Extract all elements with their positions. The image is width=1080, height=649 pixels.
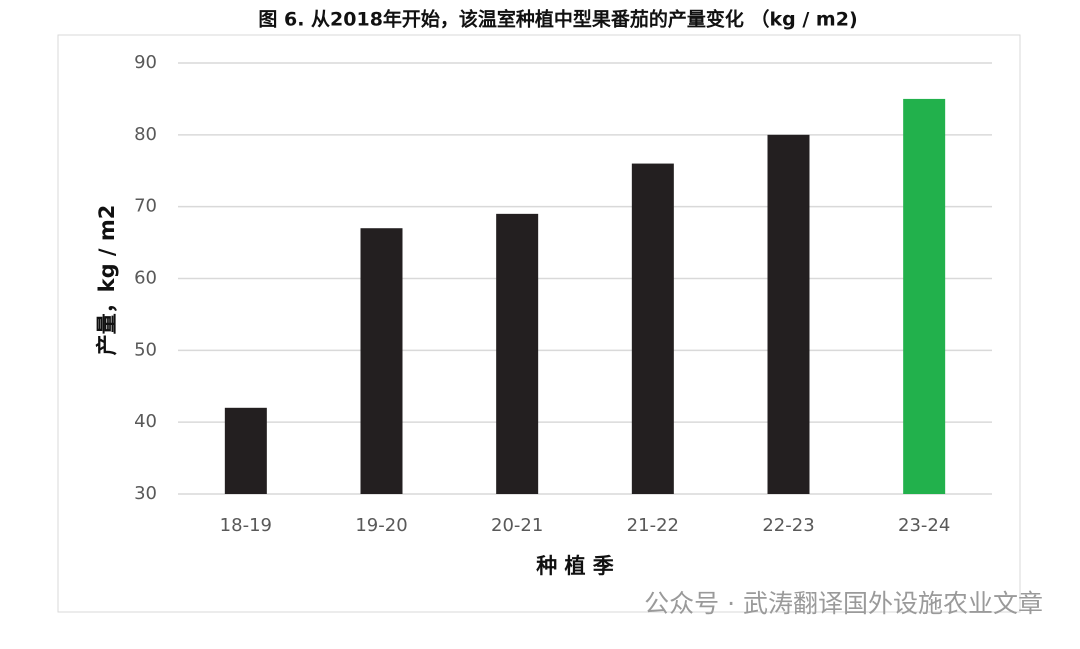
y-tick-label: 60 [134,268,157,289]
bar [224,407,267,494]
x-tick-label: 19-20 [355,515,407,536]
x-tick-label: 22-23 [762,515,814,536]
chart-title: 图 6. 从2018年开始，该温室种植中型果番茄的产量变化 （kg / m2) [258,8,857,31]
bar [903,98,946,495]
x-tick-label: 23-24 [898,515,950,536]
chart-frame [57,34,1021,613]
x-tick-label: 18-19 [220,515,272,536]
x-tick-label: 20-21 [491,515,543,536]
bar [496,213,539,494]
y-tick-label: 90 [134,52,157,73]
x-axis-label: 种 植 季 [535,554,614,578]
y-axis-label: 产量，kg / m2 [95,205,119,356]
y-tick-label: 80 [134,124,157,145]
watermark: 公众号 · 武涛翻译国外设施农业文章 [644,589,1043,618]
y-tick-label: 40 [134,411,157,432]
y-tick-label: 50 [134,339,157,360]
y-tick-label: 30 [134,483,157,504]
y-tick-label: 70 [134,196,157,217]
bar [360,228,403,494]
bar [767,134,810,495]
x-tick-label: 21-22 [627,515,679,536]
bar [631,163,674,495]
